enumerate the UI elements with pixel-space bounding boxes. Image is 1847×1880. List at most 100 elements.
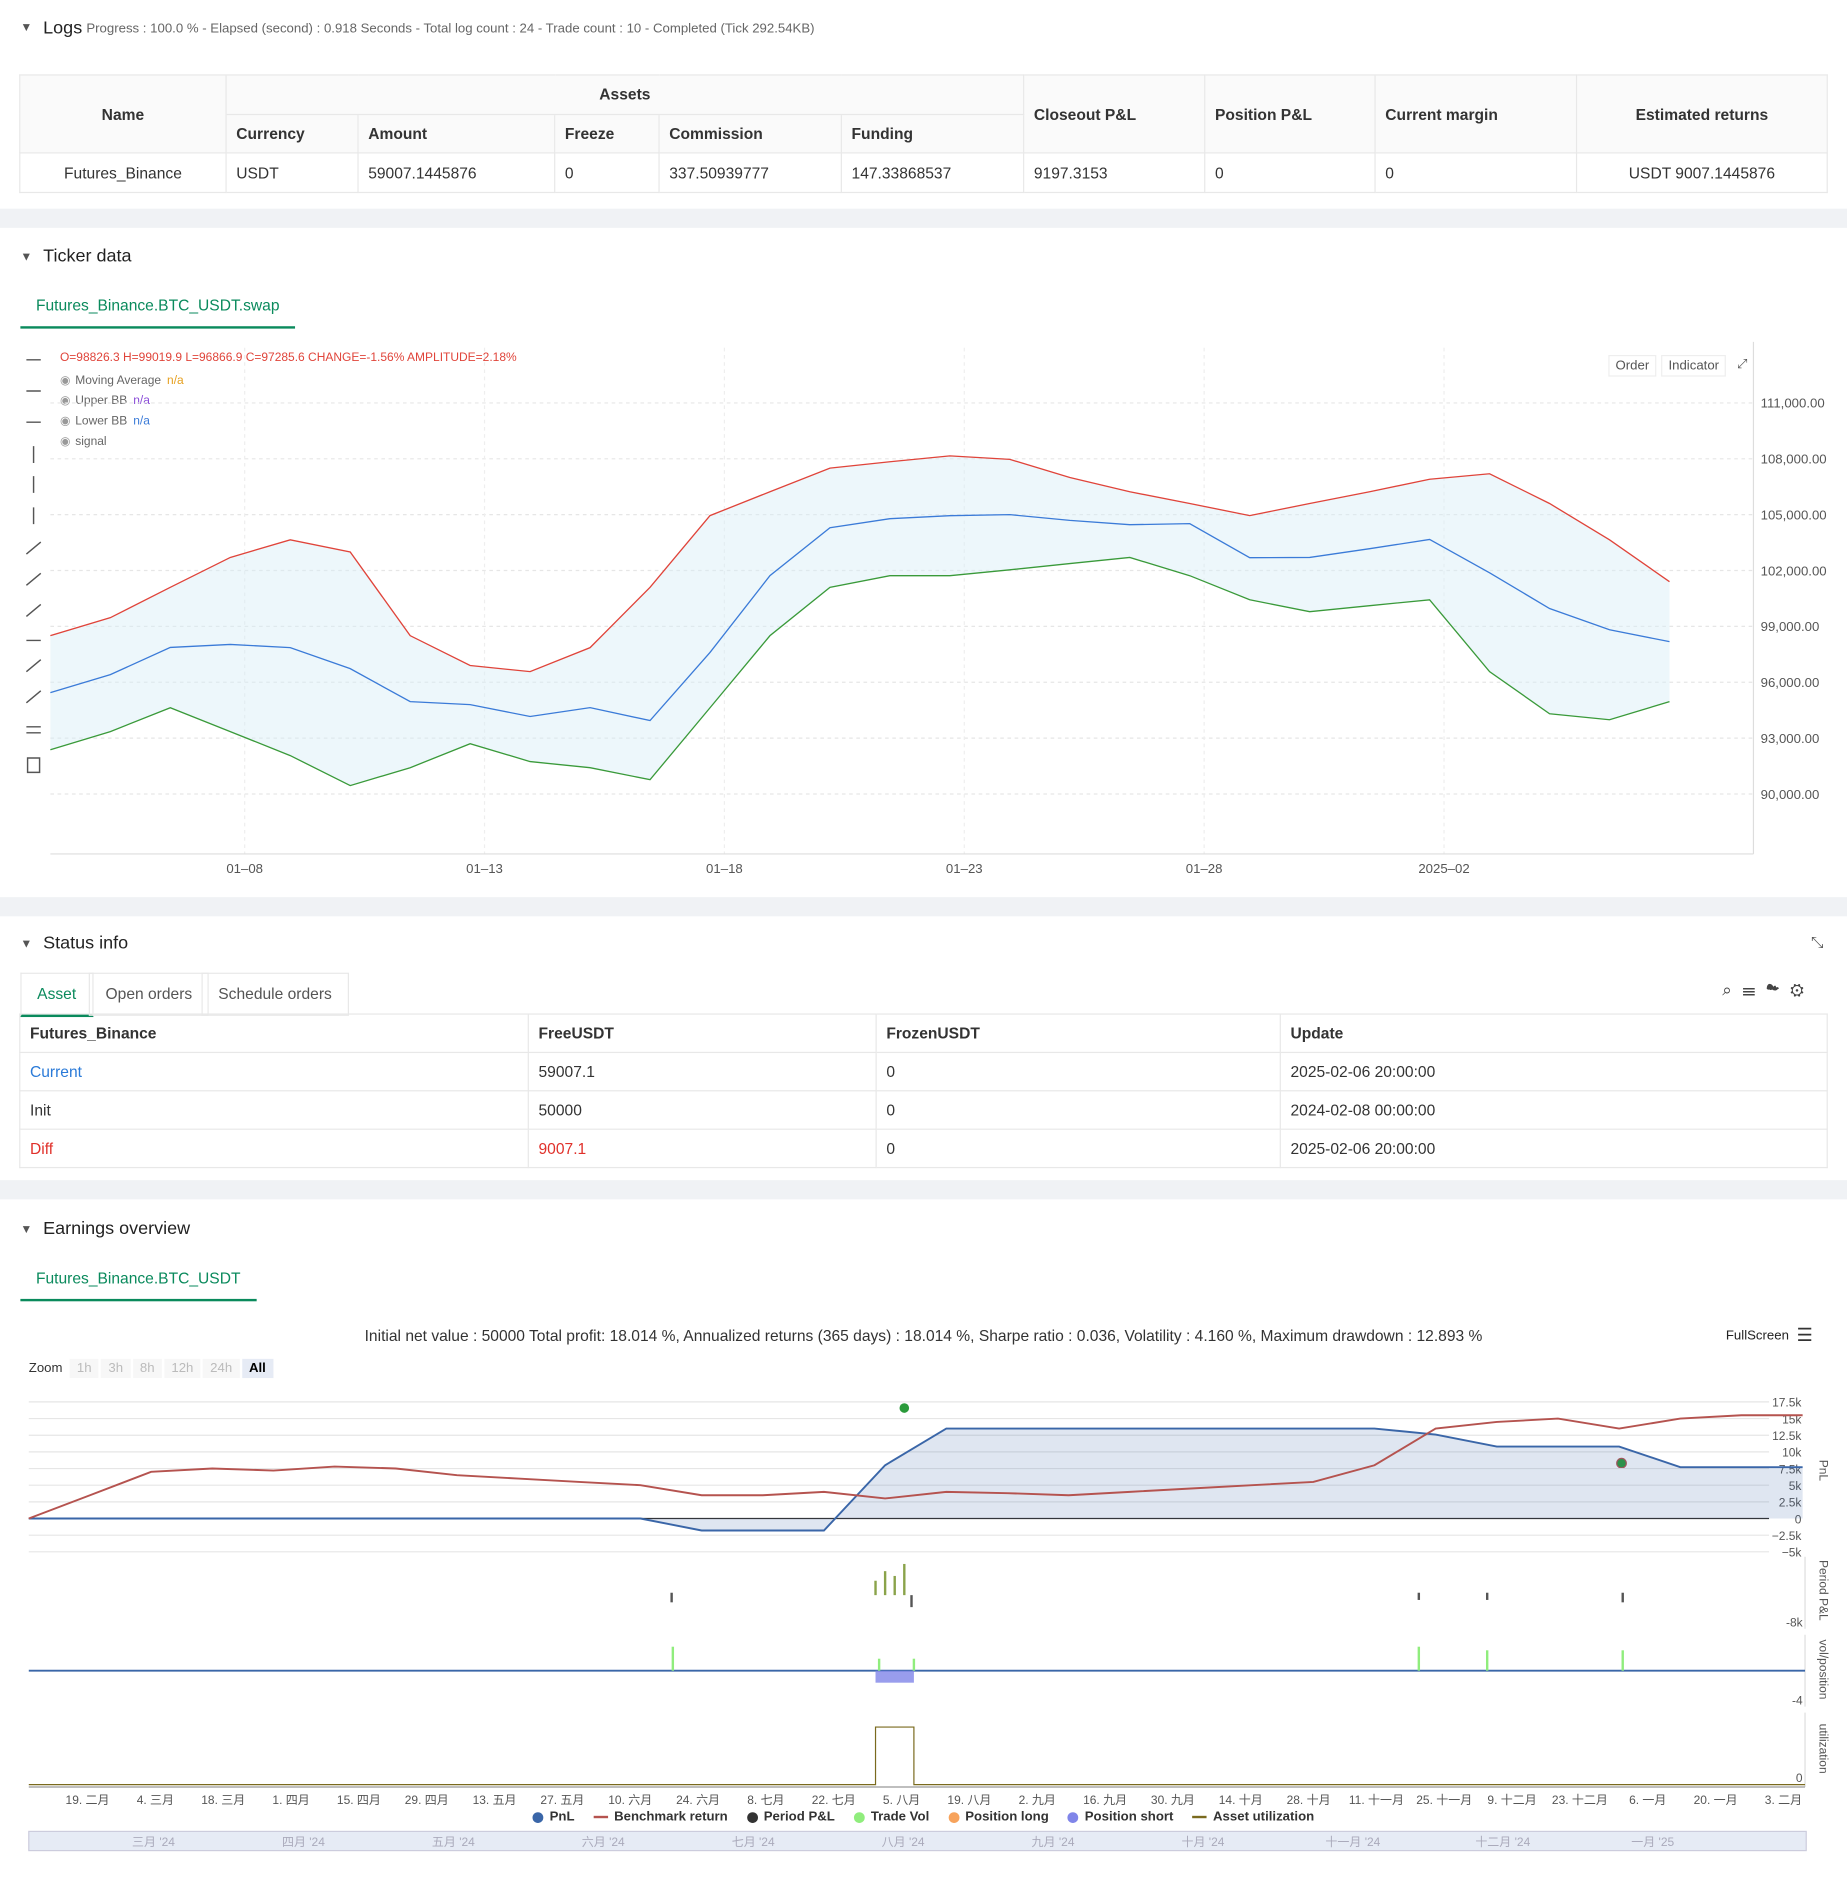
cell: Current [19,1051,529,1092]
chevron[interactable]: ▼ [20,21,33,35]
y-tick-label: 90,000.00 [1761,787,1820,802]
header-cell: Amount [357,113,556,154]
header-row: Currency Amount Freeze Commission Funding [20,113,1827,154]
x-tick-label: 29. 四月 [405,1793,449,1807]
legend-item[interactable]: Period P&L [746,1810,835,1824]
legend-item[interactable]: PnL [532,1809,575,1825]
button[interactable]: Indicator [1661,355,1727,377]
y-tick-label: 2.5k [1779,1496,1803,1510]
logs-table: Name Assets Closeout P&L Position P&L Curren… [19,74,1828,194]
legend-label: Position long [965,1809,1049,1825]
navigator-label: 五月 '24 [432,1835,475,1849]
panel-frames [28,1556,1806,1788]
legend-symbol [854,1811,865,1823]
navigator[interactable] [28,1830,1807,1852]
button[interactable]: Order [1608,355,1657,377]
header-row: Futures_Binance FreeUSDT FrozenUSDT Update [19,1013,1828,1054]
legend-label: PnL [549,1809,575,1825]
zoom-button[interactable]: 24h [202,1358,240,1379]
x-tick-label: 6. 一月 [1629,1793,1666,1807]
header-cell: Futures_Binance [19,1013,529,1054]
navigator-label: 十月 '24 [1181,1835,1224,1849]
cell: 9007.1 [527,1128,877,1169]
x-tick-label: 01–23 [946,861,983,876]
collapse-icon[interactable]: ⤡ [1811,933,1824,952]
zoom-button[interactable]: All [241,1358,274,1379]
y-tick-label: 5k [1789,1479,1803,1493]
navigator-label: 十二月 '24 [1475,1835,1530,1849]
header-cell: Name [19,74,227,154]
chevron[interactable]: ▼ [20,1223,33,1237]
legend-symbol [532,1811,544,1823]
x-tick-label: 9. 十二月 [1487,1793,1536,1807]
legend-item[interactable]: Asset utilization [1192,1809,1315,1825]
legend: ◉ Moving Average n/a ◉ Upper BB n/a ◉ Lower BB n… [60,371,184,453]
legend-symbol [1192,1815,1208,1819]
chevron[interactable]: ▼ [20,250,33,264]
panel-tick: -4 [1792,1693,1803,1707]
series-line [50,556,1670,787]
y-tick-label: 102,000.00 [1761,563,1827,578]
tab[interactable]: Schedule orders [201,972,349,1016]
eye-icon[interactable]: ◉ [59,435,71,449]
menu-icon[interactable]: ☰ [1796,1325,1813,1346]
fullscreen[interactable]: FullScreen [1725,1328,1789,1344]
x-tick-label: 01–13 [466,861,503,876]
eye-icon[interactable]: ◉ [59,374,71,388]
legend-item[interactable]: Position short [1067,1810,1173,1824]
navigator-label: 十一月 '24 [1325,1835,1380,1849]
expand-icon[interactable]: ⤢ [1737,357,1748,372]
legend-item[interactable]: Trade Vol [854,1810,929,1824]
zoom-label: Zoom [28,1361,63,1376]
legend-item[interactable]: Position long [948,1809,1049,1825]
tab[interactable]: Futures_Binance.BTC_USDT [20,1258,257,1302]
eye-icon[interactable]: ◉ [59,414,71,429]
toolbar-icons[interactable]: ⌕☰☁⚙ [1722,979,1815,1000]
cell: 0 [554,152,660,194]
series-line [28,1427,1803,1532]
x-tick-label: 25. 十一月 [1416,1793,1472,1807]
tab[interactable]: Futures_Binance.BTC_USDT.swap [20,285,296,329]
x-tick-label: 27. 五月 [540,1793,584,1807]
legend-label: signal [75,435,107,449]
header-cell: Closeout P&L [1023,74,1206,154]
cell: 59007.1 [527,1051,877,1092]
y-tick-label: 17.5k [1772,1396,1802,1410]
tab[interactable]: Asset [20,972,93,1018]
data-row: Current 59007.1 0 2025-02-06 20:00:00 [19,1051,1828,1092]
earnings-summary: Initial net value : 50000 Total profit: … [364,1326,1483,1345]
cell: 2025-02-06 20:00:00 [1279,1128,1828,1169]
panel-label: PnL [1816,1460,1830,1482]
y-tick-label: 93,000.00 [1761,731,1820,746]
separator [0,208,1847,228]
x-tick-label: 22. 七月 [812,1793,856,1807]
cell: Futures_Binance [19,152,227,194]
x-tick-label: 1. 四月 [272,1793,309,1807]
y-tick-label: 105,000.00 [1761,507,1827,522]
x-tick-label: 14. 十月 [1219,1793,1263,1807]
zoom-button[interactable]: 1h [69,1358,99,1379]
band-fill [50,455,1670,786]
y-tick-label: 111,000.00 [1761,396,1825,411]
zoom-button[interactable]: 12h [164,1358,201,1379]
y-tick-label: 96,000.00 [1761,675,1820,690]
header-cell: Commission [658,113,842,154]
data-row: Futures_Binance USDT 59007.1445876 0 337.509… [19,152,1828,194]
header-cell: Freeze [554,113,660,154]
navigator-label: 九月 '24 [1032,1835,1075,1849]
header-cell: Funding [840,113,1025,154]
navigator-label: 七月 '24 [732,1835,775,1849]
eye-icon[interactable]: ◉ [59,394,71,408]
cell: Diff [19,1128,529,1169]
zoom-button[interactable]: 3h [101,1358,131,1379]
zoom-button[interactable]: 8h [132,1358,162,1379]
x-tick-label: 16. 九月 [1083,1793,1127,1807]
y-tick-label: 10k [1782,1446,1802,1460]
legend-label: Asset utilization [1213,1809,1315,1825]
tab[interactable]: Open orders [88,972,210,1016]
chevron[interactable]: ▼ [20,937,33,952]
legend-item[interactable]: Benchmark return [593,1810,728,1824]
section-title: Ticker data [43,245,132,267]
